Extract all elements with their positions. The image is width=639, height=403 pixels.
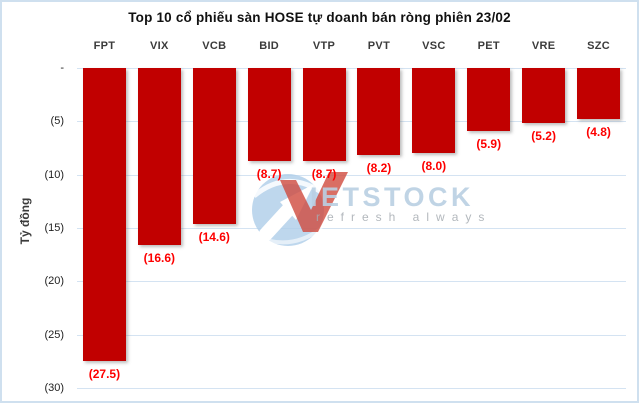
watermark-tagline-text: refresh always [316, 210, 491, 224]
value-label-fpt: (27.5) [88, 367, 121, 382]
y-tick-label: (30) [44, 382, 64, 394]
category-label-vcb: VCB [202, 40, 227, 52]
bar-vsc [412, 68, 456, 154]
value-label-vtp: (8.7) [311, 166, 337, 181]
vietstock-v-icon [280, 172, 348, 232]
category-label-bid: BID [259, 40, 280, 52]
category-label-szc: SZC [587, 40, 610, 52]
value-label-pet: (5.9) [476, 136, 502, 151]
zero-gridline [77, 68, 626, 69]
gridline [77, 388, 626, 389]
bar-vtp [302, 68, 346, 161]
category-label-fpt: FPT [93, 40, 116, 52]
y-tick-label: (25) [44, 328, 64, 341]
bar-vix [137, 68, 181, 246]
bar-pet [467, 68, 511, 131]
bar-vcb [192, 68, 236, 224]
gridline [77, 174, 626, 176]
gridline [77, 334, 626, 336]
y-tick-label: (10) [44, 168, 64, 181]
bar-szc [577, 68, 621, 120]
y-tick-label: - [60, 62, 64, 74]
value-label-vcb: (14.6) [198, 229, 230, 244]
y-tick-label: (20) [44, 275, 64, 288]
value-label-vsc: (8.0) [421, 159, 447, 174]
bar-bid [247, 68, 291, 161]
bar-pvt [357, 68, 401, 156]
value-label-bid: (8.7) [256, 166, 282, 181]
category-label-vtp: VTP [312, 40, 336, 52]
category-label-vsc: VSC [422, 40, 446, 52]
category-label-pvt: PVT [367, 40, 391, 52]
category-label-pet: PET [477, 40, 500, 52]
vietstock-globe-icon [252, 174, 326, 246]
y-tick-label: (5) [50, 115, 64, 128]
value-label-szc: (4.8) [586, 125, 611, 140]
bar-fpt [82, 68, 126, 362]
chart-title: Top 10 cổ phiếu sàn HOSE tự doanh bán rò… [128, 10, 511, 25]
gridline [77, 121, 626, 123]
watermark-brand-text: IETSTOCK [310, 182, 474, 212]
bar-vre [522, 68, 566, 124]
value-label-vre: (5.2) [531, 129, 556, 144]
value-label-vix: (16.6) [143, 251, 176, 266]
gridline [77, 228, 626, 229]
category-label-vix: VIX [150, 40, 169, 52]
value-label-pvt: (8.2) [366, 161, 392, 176]
y-tick-label: (15) [44, 222, 64, 234]
gridline [77, 281, 626, 283]
category-label-vre: VRE [531, 40, 556, 52]
